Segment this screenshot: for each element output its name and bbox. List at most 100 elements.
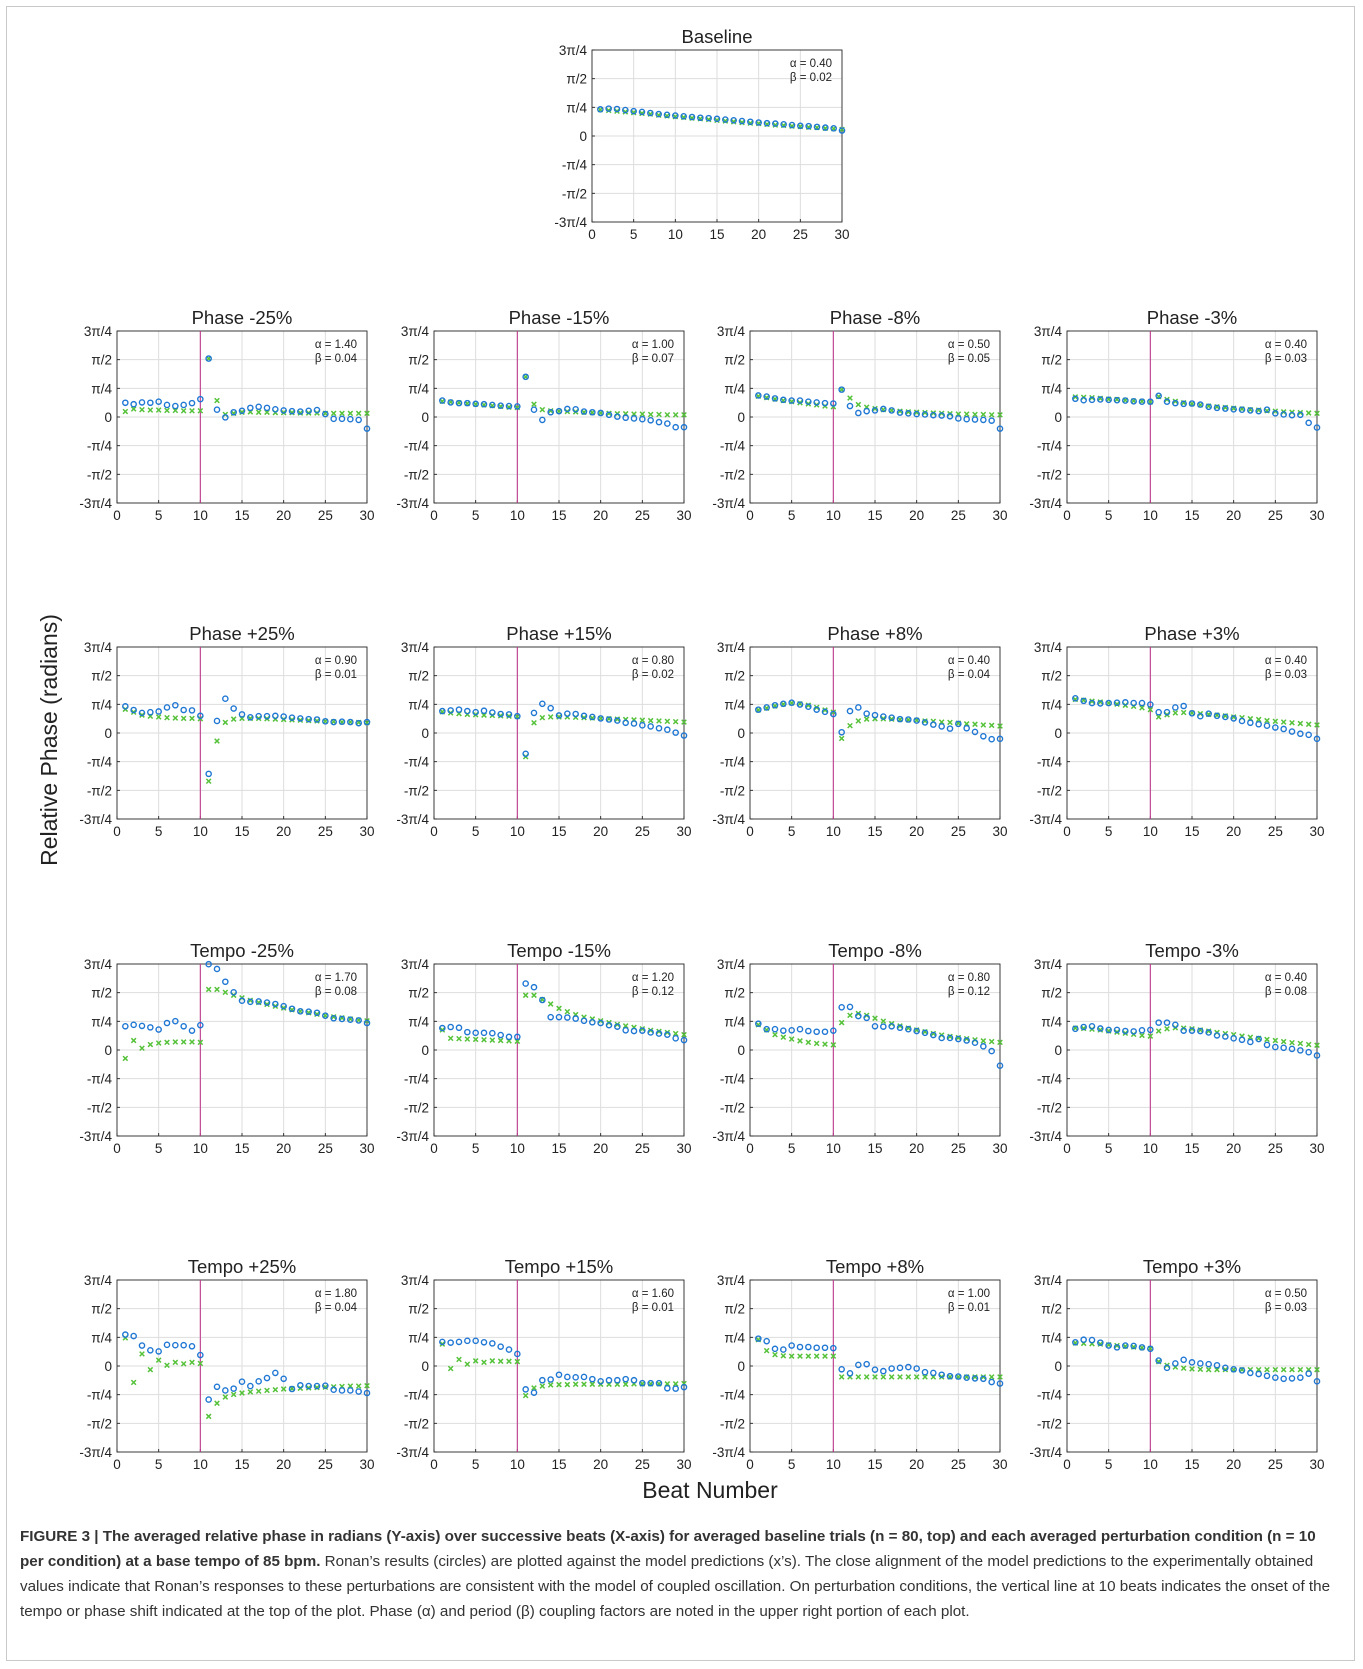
observed-point <box>638 108 646 116</box>
model-x-stroke <box>189 407 195 414</box>
observed-point <box>614 1023 621 1030</box>
observed-point <box>338 718 346 725</box>
observed-point <box>672 1385 679 1392</box>
y-tick-label: π/4 <box>408 1330 429 1345</box>
observed-point <box>963 1374 970 1381</box>
model-x-stroke <box>122 1055 129 1062</box>
observed-point <box>605 1021 613 1029</box>
model-x-stroke <box>922 718 928 724</box>
observed-point <box>771 1345 779 1353</box>
observed-point <box>305 715 312 723</box>
observed-point <box>880 713 887 720</box>
model-point <box>197 1039 204 1046</box>
y-tick-label: 3π/4 <box>84 1273 113 1288</box>
observed-point <box>755 1335 762 1342</box>
x-tick-label: 10 <box>193 508 208 523</box>
model-point <box>988 722 995 729</box>
observed-point <box>1222 713 1229 721</box>
model-point <box>1247 1034 1254 1041</box>
model-point <box>1264 1366 1270 1373</box>
model-x-stroke <box>255 409 262 416</box>
observed-point <box>589 713 596 721</box>
subplot-title: Phase -15% <box>509 307 610 328</box>
model-x-stroke <box>447 1035 454 1042</box>
model-x-stroke <box>130 1037 137 1044</box>
model-x-stroke <box>947 719 953 726</box>
x-tick-label: 5 <box>1105 1457 1113 1472</box>
observed-point <box>213 406 221 413</box>
observed-point <box>147 1024 154 1031</box>
observed-point <box>772 120 779 127</box>
model-x-stroke <box>180 1360 187 1367</box>
observed-point <box>614 1376 621 1384</box>
observed-point <box>363 425 371 432</box>
observed-point <box>205 1396 212 1403</box>
y-tick-label: π/2 <box>408 1302 429 1317</box>
y-tick-label: -π/2 <box>1037 467 1062 482</box>
model-point <box>347 410 354 417</box>
model-point <box>922 718 928 724</box>
model-point <box>447 1035 454 1042</box>
model-point <box>1305 721 1312 728</box>
x-tick-label: 0 <box>746 1141 754 1156</box>
observed-point <box>846 402 854 410</box>
observed-point <box>555 712 563 719</box>
model-x-stroke <box>214 986 220 993</box>
observed-point <box>597 106 604 113</box>
model-x-stroke <box>672 1381 679 1387</box>
model-point <box>822 707 828 713</box>
observed-point <box>1297 411 1304 419</box>
observed-point <box>1288 1045 1296 1053</box>
model-x-stroke <box>280 1386 287 1392</box>
model-point <box>980 722 987 728</box>
model-x-stroke <box>155 714 162 720</box>
figure-frame <box>6 6 1355 1661</box>
model-x-stroke <box>838 1374 845 1380</box>
observed-point <box>639 1027 646 1034</box>
model-x-stroke <box>147 407 154 413</box>
model-point <box>531 401 537 408</box>
model-x-stroke <box>239 409 245 416</box>
subplot-title: Phase +3% <box>1144 623 1239 644</box>
model-point <box>447 1365 454 1372</box>
model-x-stroke <box>905 409 912 415</box>
observed-point <box>238 711 246 718</box>
model-point <box>997 411 1003 418</box>
model-point <box>330 1013 337 1020</box>
model-x-stroke <box>189 1359 195 1366</box>
model-point <box>972 411 978 418</box>
model-x-stroke <box>289 409 295 416</box>
subplot-7: 0 5 10 15 20 25 30 3π/4 π/2 π/4 0 -π/4 -π/2 -3π/4 Phas… <box>712 623 1007 839</box>
model-x-stroke <box>556 1381 562 1388</box>
model-x-stroke <box>297 717 304 724</box>
y-tick-label: 0 <box>579 129 587 144</box>
observed-point <box>122 1022 129 1030</box>
x-tick-label: 5 <box>1105 824 1113 839</box>
model-point <box>147 1366 154 1373</box>
observed-point <box>505 1346 513 1353</box>
model-x-stroke <box>489 1358 496 1364</box>
observed-point <box>805 1343 812 1351</box>
observed-point <box>464 1337 471 1345</box>
alpha-annotation: α = 0.50 <box>948 339 990 351</box>
observed-point <box>572 1374 579 1381</box>
model-x-stroke <box>514 1358 521 1365</box>
observed-point <box>347 1016 354 1024</box>
observed-point <box>522 980 529 987</box>
observed-point <box>955 720 962 728</box>
x-tick-label: 20 <box>1226 1141 1241 1156</box>
y-tick-label: -π/4 <box>720 1388 746 1403</box>
observed-point <box>138 1342 146 1349</box>
model-point <box>489 1358 496 1364</box>
alpha-annotation: α = 0.90 <box>315 655 357 667</box>
model-x-stroke <box>139 1351 145 1357</box>
observed-point <box>589 408 596 416</box>
observed-point <box>230 408 237 416</box>
y-tick-label: -π/2 <box>720 1416 745 1431</box>
model-point <box>481 1036 487 1043</box>
observed-point <box>130 400 137 408</box>
model-point <box>1139 704 1145 711</box>
subplot-14: 0 5 10 15 20 25 30 3π/4 π/2 π/4 0 -π/4 -π/2 -3π/4 Temp… <box>396 1256 691 1472</box>
y-tick-label: -π/4 <box>1037 1072 1063 1087</box>
